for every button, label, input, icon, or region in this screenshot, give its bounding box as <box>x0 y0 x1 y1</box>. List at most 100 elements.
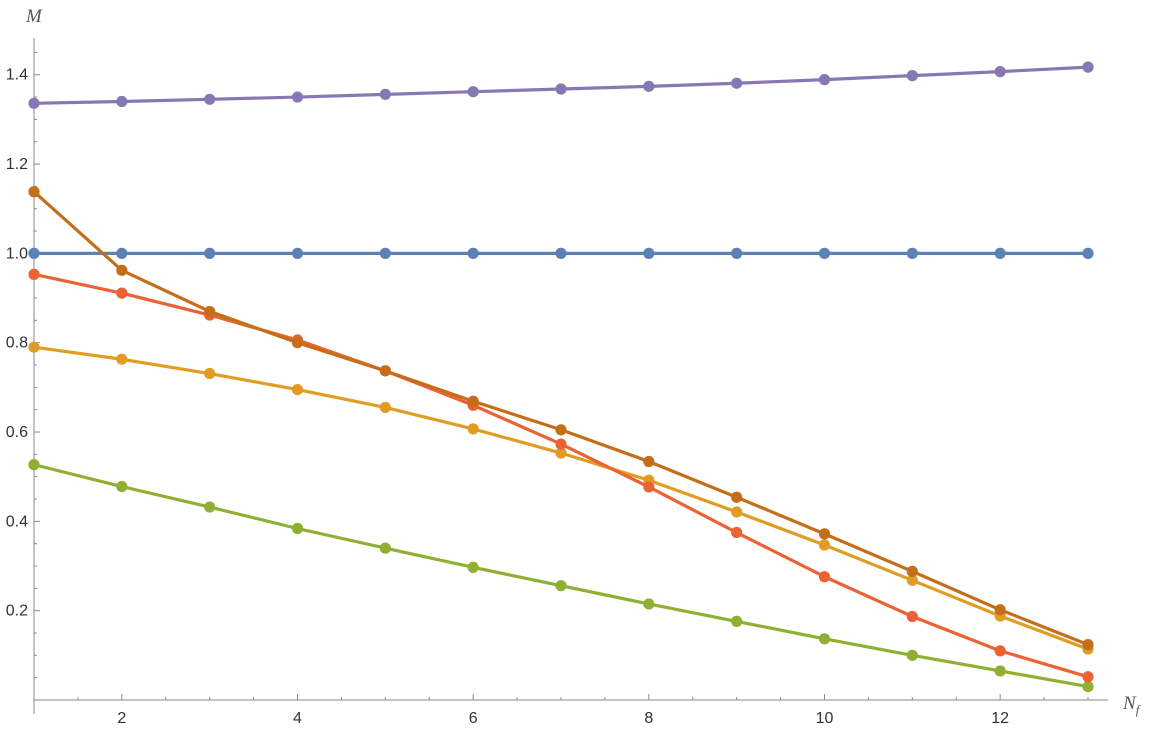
data-point <box>116 264 128 276</box>
data-point <box>731 615 743 627</box>
data-point <box>204 501 216 513</box>
data-point <box>906 610 918 623</box>
data-point <box>28 341 40 353</box>
data-point <box>1082 247 1094 259</box>
y-tick-label: 1.4 <box>6 67 28 84</box>
data-point <box>555 438 567 450</box>
data-point <box>994 665 1006 677</box>
x-tick-label: 4 <box>293 710 302 727</box>
data-point <box>555 424 567 436</box>
series-line <box>33 463 1089 689</box>
data-point <box>28 247 40 259</box>
data-point <box>116 95 128 108</box>
data-point <box>1082 61 1094 73</box>
y-tick-label: 0.2 <box>6 603 28 620</box>
data-point <box>379 542 391 554</box>
data-point <box>818 528 831 540</box>
data-point <box>28 186 40 198</box>
data-point <box>731 526 743 539</box>
series-2 <box>28 341 1094 655</box>
data-point <box>994 247 1006 259</box>
data-point <box>731 506 743 518</box>
data-point <box>116 287 128 299</box>
series-line <box>33 345 1089 651</box>
data-point <box>1082 681 1094 693</box>
data-point <box>379 88 391 100</box>
data-point <box>643 247 655 259</box>
data-point <box>467 395 479 407</box>
data-point <box>994 66 1006 78</box>
data-point <box>379 365 391 377</box>
y-tick-label: 0.4 <box>6 513 28 530</box>
data-point <box>1082 639 1094 651</box>
data-point <box>643 481 655 493</box>
data-point <box>906 649 918 661</box>
data-point <box>467 423 479 435</box>
data-point <box>818 633 831 645</box>
y-axis-label: M <box>25 6 43 27</box>
data-point <box>28 268 40 280</box>
series-line <box>33 272 1089 679</box>
x-tick-label: 2 <box>117 710 126 727</box>
series-1 <box>28 247 1094 259</box>
data-point <box>379 401 391 414</box>
x-tick-label: 12 <box>991 710 1009 727</box>
data-point <box>379 247 391 259</box>
data-point <box>818 74 831 86</box>
data-point <box>731 491 743 503</box>
data-point <box>818 247 831 259</box>
x-axis-label: Nf <box>1122 693 1142 717</box>
data-point <box>116 480 128 493</box>
y-tick-label: 1.0 <box>6 245 28 262</box>
data-point <box>906 70 918 82</box>
data-point <box>555 447 567 459</box>
data-point <box>204 247 216 259</box>
x-tick-label: 8 <box>644 710 653 727</box>
data-point <box>643 598 655 610</box>
data-point <box>906 247 918 259</box>
data-point <box>555 83 567 95</box>
series-3 <box>28 459 1094 693</box>
series-5 <box>28 61 1094 109</box>
data-point <box>204 305 216 318</box>
data-point <box>28 97 40 109</box>
data-point <box>643 80 655 92</box>
data-point <box>555 247 567 259</box>
data-point <box>116 247 128 259</box>
data-point <box>291 247 304 259</box>
data-point <box>116 353 128 365</box>
series-layer <box>28 61 1094 693</box>
data-point <box>731 247 743 259</box>
data-point <box>291 383 304 396</box>
data-point <box>555 580 567 592</box>
data-point <box>906 574 918 586</box>
data-point <box>467 86 479 98</box>
data-point <box>818 539 831 551</box>
data-point <box>731 77 743 89</box>
data-point <box>994 645 1006 657</box>
series-6 <box>28 186 1094 651</box>
x-tick-label: 6 <box>469 710 478 727</box>
data-point <box>818 571 831 583</box>
data-point <box>291 522 304 535</box>
series-4 <box>28 268 1094 683</box>
y-tick-label: 0.6 <box>6 424 28 441</box>
data-point <box>467 561 479 573</box>
series-line <box>32 190 1089 647</box>
data-point <box>906 565 918 577</box>
data-point <box>643 455 655 468</box>
x-tick-label: 10 <box>816 710 834 727</box>
data-point <box>28 459 40 471</box>
axes: 2 4 6 8 10 12 0.2 0.4 0.6 0.8 1.0 1.2 1.4 <box>6 38 1108 727</box>
data-point <box>994 604 1006 616</box>
y-tick-label: 0.8 <box>6 335 28 352</box>
data-point <box>1082 671 1094 683</box>
data-point <box>291 337 304 349</box>
data-point <box>467 247 479 259</box>
data-point <box>204 367 216 380</box>
y-tick-label: 1.2 <box>6 156 28 173</box>
data-point <box>204 93 216 105</box>
data-point <box>291 91 304 103</box>
